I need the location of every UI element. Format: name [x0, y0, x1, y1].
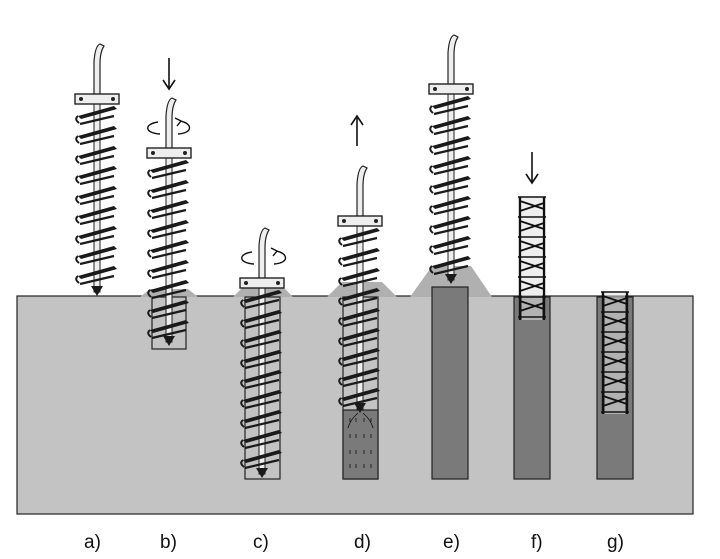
- step-label: a): [84, 532, 101, 553]
- concrete-pile-f: [513, 296, 551, 480]
- rotation-arrow-icon: [147, 117, 191, 135]
- concrete-pile-e: [431, 286, 469, 480]
- rebar-cage-group: [518, 196, 629, 414]
- concrete-flow-arrows: [347, 412, 374, 468]
- auger-e: [428, 34, 474, 284]
- auger-d: [337, 165, 383, 413]
- auger-a: [74, 43, 120, 296]
- auger-b: [146, 97, 192, 346]
- step-label: e): [443, 532, 460, 553]
- concrete-fill-d: [342, 409, 379, 480]
- step-labels: a) b) c) d) e) f) g): [84, 532, 624, 553]
- step-label: f): [531, 532, 543, 553]
- down-arrow-icon: [525, 152, 539, 185]
- step-label: b): [160, 532, 177, 553]
- auger-c: [239, 227, 285, 478]
- rebar-cage: [601, 291, 629, 414]
- down-arrow-icon: [162, 58, 176, 91]
- rebar-cage: [518, 196, 546, 320]
- rotation-arrow-icon: [241, 247, 287, 265]
- step-label: g): [607, 532, 624, 553]
- step-label: d): [354, 532, 371, 553]
- step-label: c): [253, 532, 269, 553]
- auger-group: [74, 34, 474, 478]
- up-arrow-icon: [350, 114, 364, 146]
